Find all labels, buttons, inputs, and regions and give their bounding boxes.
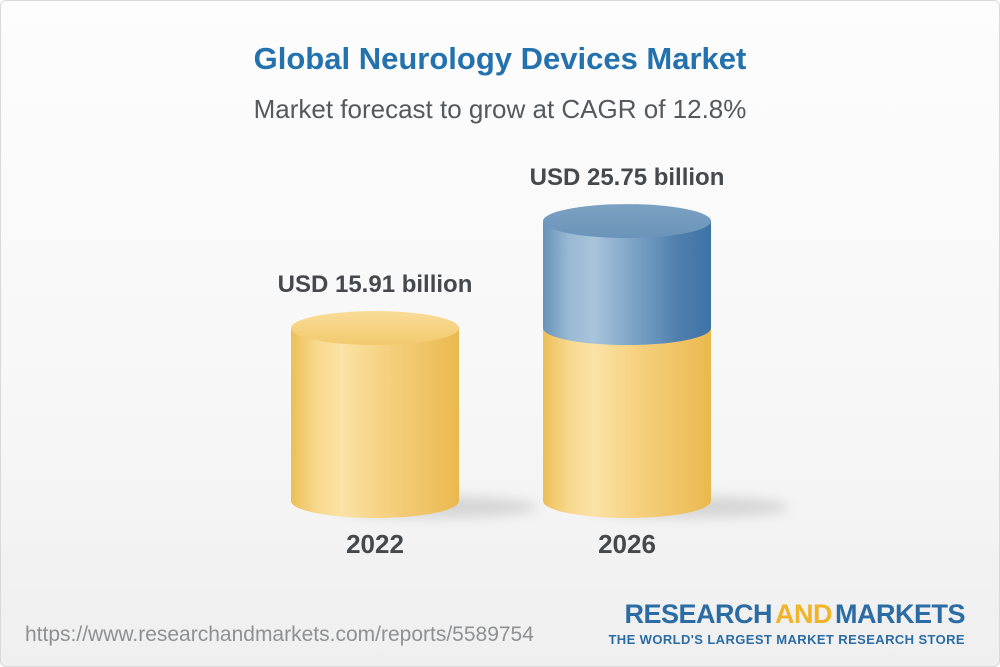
report-url: https://www.researchandmarkets.com/repor… (25, 623, 534, 646)
value-label: USD 25.75 billion (529, 164, 725, 192)
category-label: 2026 (598, 529, 656, 559)
logo-word-research: RESEARCH (624, 599, 772, 629)
logo-word-markets: MARKETS (835, 599, 966, 629)
logo-word-and: AND (775, 599, 833, 629)
category-label: 2022 (346, 529, 404, 559)
research-and-markets-logo: RESEARCH AND MARKETS THE WORLD'S LARGEST M… (608, 601, 965, 647)
page-subtitle: Market forecast to grow at CAGR of 12.8% (253, 94, 747, 124)
logo-tagline: THE WORLD'S LARGEST MARKET RESEARCH STOR… (608, 632, 965, 647)
value-label: USD 15.91 billion (277, 271, 473, 299)
page-title: Global Neurology Devices Market (253, 41, 747, 76)
logo-wordmark: RESEARCH AND MARKETS (608, 601, 965, 628)
